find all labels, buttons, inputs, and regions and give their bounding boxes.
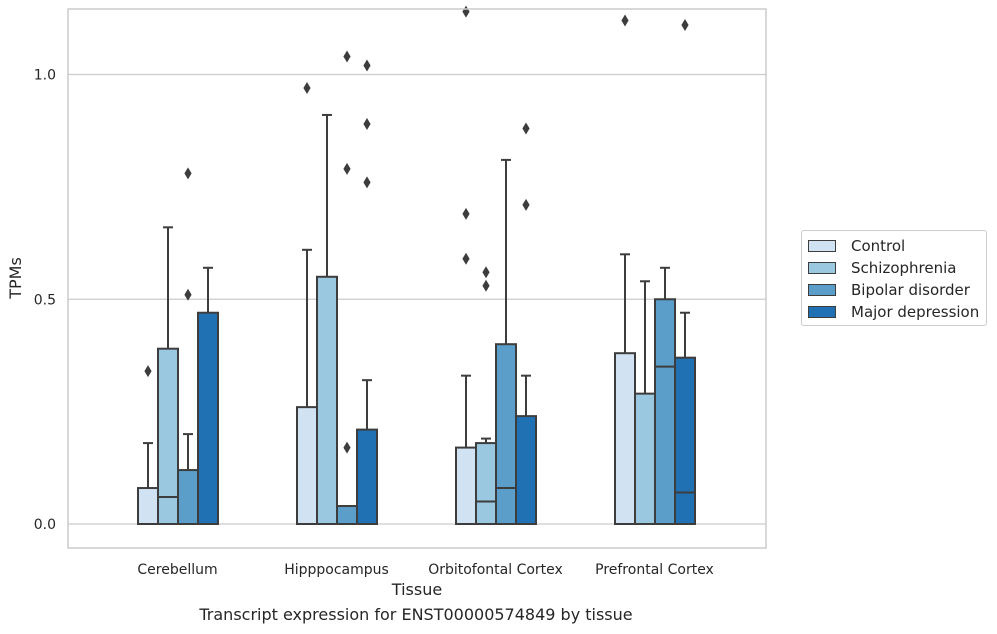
legend-item-bipolar-disorder: Bipolar disorder (808, 280, 970, 300)
legend-item-control: Control (808, 236, 905, 256)
outlier-marker (522, 122, 530, 135)
box (296, 406, 318, 526)
x-tick-label: Orbitofontal Cortex (428, 562, 563, 578)
box-group (356, 59, 378, 526)
legend-label-schizophrenia: Schizophrenia (851, 259, 957, 277)
legend-swatch-schizophrenia (808, 262, 836, 274)
outlier-marker (681, 19, 689, 32)
outlier-marker (462, 207, 470, 220)
box-group (296, 81, 318, 526)
y-tick-label: 0.0 (34, 517, 56, 533)
outlier-marker (144, 365, 152, 378)
outlier-marker (363, 59, 371, 72)
outlier-marker (184, 288, 192, 301)
x-axis-label: Tissue (391, 580, 442, 599)
box (177, 469, 199, 525)
outlier-marker (482, 279, 490, 292)
x-tick-label: Hipppocampus (284, 562, 389, 578)
outlier-marker (184, 167, 192, 180)
box-group (336, 50, 358, 525)
outlier-marker (363, 176, 371, 189)
box (336, 505, 358, 525)
outlier-marker (522, 198, 530, 211)
legend-label-control: Control (851, 237, 906, 255)
legend-label-major-depression: Major depression (851, 303, 980, 321)
legend-swatch-control (808, 240, 836, 252)
box-group (515, 122, 537, 525)
box (455, 446, 477, 525)
legend-swatch-bipolar-disorder (808, 284, 836, 296)
legend-item-major-depression: Major depression (808, 302, 979, 322)
box (654, 298, 676, 525)
y-axis-label: TPMs (6, 257, 25, 300)
x-tick-label: Prefrontal Cortex (595, 562, 714, 578)
plot-frame (67, 8, 767, 549)
x-tick-label: Cerebellum (137, 562, 217, 578)
box (356, 428, 378, 526)
box-marks (137, 5, 696, 526)
box (515, 415, 537, 525)
outlier-marker (343, 441, 351, 454)
legend-item-schizophrenia: Schizophrenia (808, 258, 956, 278)
x-tick-labels: Cerebellum Hipppocampus Orbitofontal Corte… (137, 562, 713, 578)
outlier-marker (303, 81, 311, 94)
y-tick-label: 1.0 (34, 68, 56, 84)
box-group (157, 226, 179, 525)
box (634, 392, 656, 525)
box (495, 343, 517, 526)
box (614, 352, 636, 525)
box-group (654, 266, 676, 525)
box-group (316, 113, 338, 525)
y-tick-label: 0.5 (34, 292, 56, 308)
box (475, 442, 497, 525)
box (316, 275, 338, 525)
outlier-marker (363, 117, 371, 130)
y-tick-labels: 0.00.51.01.52.0 (34, 68, 56, 534)
outlier-marker (482, 266, 490, 279)
outlier-marker (462, 252, 470, 265)
legend: Control Schizophrenia Bipolar disorder M… (801, 230, 987, 326)
legend-swatch-major-depression (808, 306, 836, 318)
chart-caption: Transcript expression for ENST0000057484… (199, 605, 633, 624)
outlier-marker (343, 50, 351, 63)
outlier-marker (621, 14, 629, 27)
outlier-marker (343, 162, 351, 175)
legend-label-bipolar-disorder: Bipolar disorder (851, 281, 970, 299)
box-group (177, 167, 199, 525)
box (674, 356, 696, 525)
box-group (455, 5, 477, 525)
box (157, 347, 179, 525)
box-group (197, 266, 219, 525)
box (137, 487, 159, 526)
box (197, 311, 219, 525)
box-group (674, 19, 696, 525)
